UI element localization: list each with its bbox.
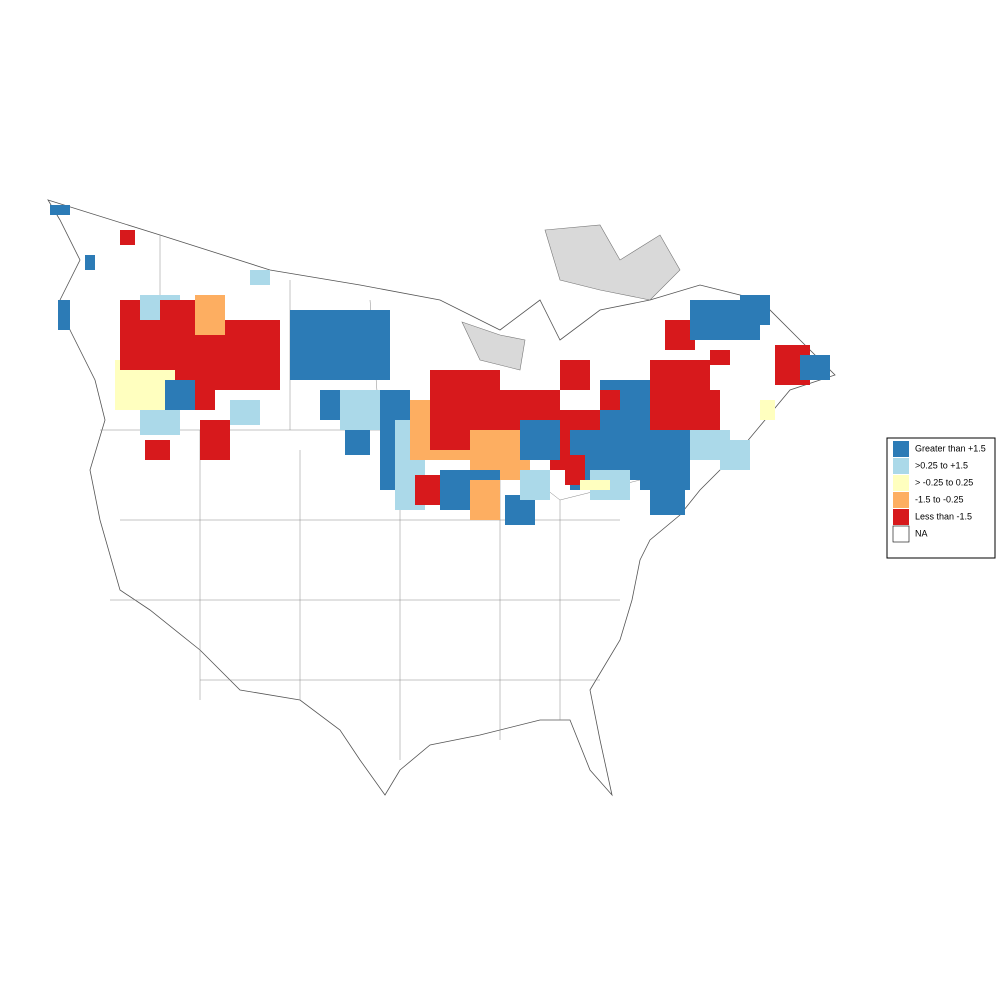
legend-swatch bbox=[893, 492, 909, 508]
legend: Greater than +1.5 >0.25 to +1.5 > -0.25 to… bbox=[886, 437, 996, 559]
map-cell bbox=[600, 390, 620, 410]
map-cell bbox=[230, 400, 260, 425]
map-cell bbox=[50, 205, 70, 215]
map-cell bbox=[580, 480, 610, 490]
southampton-region bbox=[461, 321, 526, 371]
map-cell bbox=[140, 300, 160, 320]
map-cell bbox=[800, 355, 830, 380]
map-cell bbox=[345, 430, 370, 455]
legend-swatch bbox=[893, 458, 909, 474]
map-cell bbox=[690, 390, 720, 430]
map-cell bbox=[640, 430, 690, 490]
map-cell bbox=[470, 480, 500, 520]
data-cells bbox=[50, 205, 830, 525]
map-cell bbox=[520, 420, 560, 460]
map-cell bbox=[650, 490, 685, 515]
legend-swatch bbox=[893, 475, 909, 491]
map-cell bbox=[565, 455, 585, 485]
map-cell bbox=[58, 300, 70, 330]
map-cell bbox=[520, 470, 550, 500]
legend-label: Less than -1.5 bbox=[915, 511, 972, 521]
map-cell bbox=[165, 380, 195, 410]
map-cell bbox=[145, 440, 170, 460]
legend-swatch bbox=[893, 441, 909, 457]
legend-label: NA bbox=[915, 528, 928, 538]
map-cell bbox=[720, 440, 750, 470]
map-cell bbox=[340, 310, 370, 330]
legend-label: Greater than +1.5 bbox=[915, 443, 986, 453]
map-cell bbox=[200, 420, 230, 460]
hudson-bay-region bbox=[544, 224, 681, 301]
map-cell bbox=[500, 400, 520, 430]
map-cell bbox=[560, 360, 590, 390]
legend-label: -1.5 to -0.25 bbox=[915, 494, 964, 504]
legend-label: >0.25 to +1.5 bbox=[915, 460, 968, 470]
map-cell bbox=[415, 475, 440, 505]
legend-swatch bbox=[893, 509, 909, 525]
map-cell bbox=[120, 230, 135, 245]
legend-label: > -0.25 to 0.25 bbox=[915, 477, 973, 487]
legend-swatch bbox=[892, 525, 910, 543]
map-cell bbox=[740, 295, 770, 325]
map-cell bbox=[195, 295, 225, 335]
map-cell bbox=[250, 270, 270, 285]
map-cell bbox=[760, 400, 775, 420]
map-cell bbox=[710, 350, 730, 365]
map-cell bbox=[85, 255, 95, 270]
